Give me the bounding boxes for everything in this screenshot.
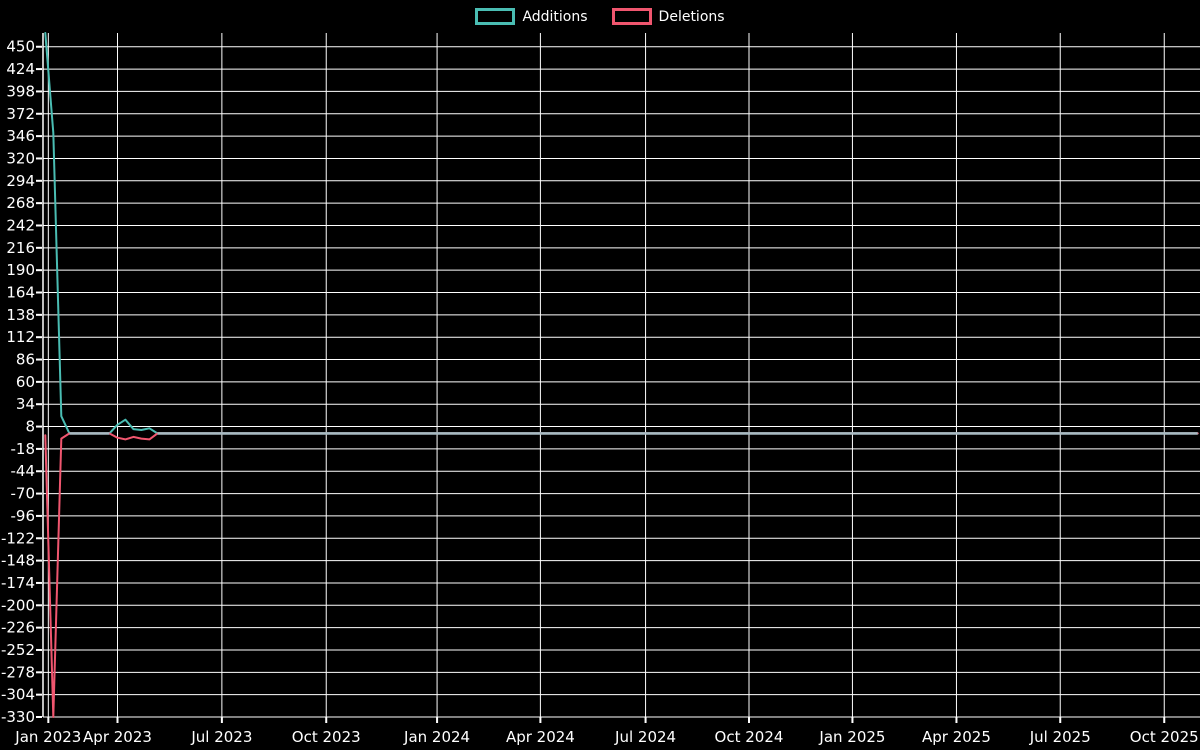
y-tick-label: 216: [6, 239, 35, 257]
x-tick-label: Jan 2024: [403, 728, 470, 746]
y-tick-label: 164: [6, 284, 35, 302]
deletions-swatch-icon: [611, 8, 652, 25]
y-tick-label: 60: [16, 373, 35, 391]
x-tick-label: Apr 2024: [506, 728, 575, 746]
y-tick-label: -200: [1, 596, 35, 614]
y-tick-label: 86: [16, 351, 35, 369]
y-tick-label: -18: [11, 440, 36, 458]
y-tick-label: -96: [11, 507, 36, 525]
x-tick-label: Jul 2025: [1029, 728, 1091, 746]
x-tick-label: Jul 2024: [614, 728, 676, 746]
x-tick-label: Jan 2025: [818, 728, 885, 746]
y-tick-label: -304: [1, 686, 35, 704]
y-tick-label: 268: [6, 194, 35, 212]
y-tick-label: 320: [6, 149, 35, 167]
additions-swatch-icon: [475, 8, 516, 25]
y-tick-label: 8: [25, 418, 35, 436]
x-tick-label: Jan 2023: [14, 728, 81, 746]
y-tick-label: -226: [1, 619, 35, 637]
y-tick-label: 450: [6, 38, 35, 56]
y-tick-label: 346: [6, 127, 35, 145]
y-tick-label: 372: [6, 105, 35, 123]
x-tick-label: Apr 2023: [83, 728, 152, 746]
legend-label-deletions: Deletions: [658, 8, 725, 25]
y-tick-label: 242: [6, 216, 35, 234]
x-tick-label: Apr 2025: [922, 728, 991, 746]
y-tick-label: 34: [16, 395, 35, 413]
y-tick-label: -44: [11, 462, 36, 480]
y-tick-label: -70: [11, 485, 36, 503]
legend-item-additions[interactable]: Additions: [475, 8, 588, 25]
y-tick-label: -330: [1, 708, 35, 726]
y-tick-label: 190: [6, 261, 35, 279]
chart-legend: Additions Deletions: [0, 8, 1200, 25]
series-line-additions: [44, 32, 1199, 435]
x-tick-label: Oct 2024: [715, 728, 784, 746]
y-tick-label: -148: [1, 552, 35, 570]
legend-item-deletions[interactable]: Deletions: [611, 8, 725, 25]
y-tick-label: 424: [6, 60, 35, 78]
x-tick-label: Jul 2023: [190, 728, 252, 746]
series-line-deletions: [44, 432, 1199, 718]
legend-label-additions: Additions: [522, 8, 588, 25]
x-tick-label: Oct 2023: [292, 728, 361, 746]
y-tick-label: -174: [1, 574, 35, 592]
y-tick-label: 398: [6, 82, 35, 100]
y-tick-label: 138: [6, 306, 35, 324]
y-tick-label: 112: [6, 328, 35, 346]
y-tick-label: -278: [1, 663, 35, 681]
y-tick-label: -122: [1, 529, 35, 547]
y-tick-label: -252: [1, 641, 35, 659]
y-tick-label: 294: [6, 172, 35, 190]
x-tick-label: Oct 2025: [1130, 728, 1199, 746]
